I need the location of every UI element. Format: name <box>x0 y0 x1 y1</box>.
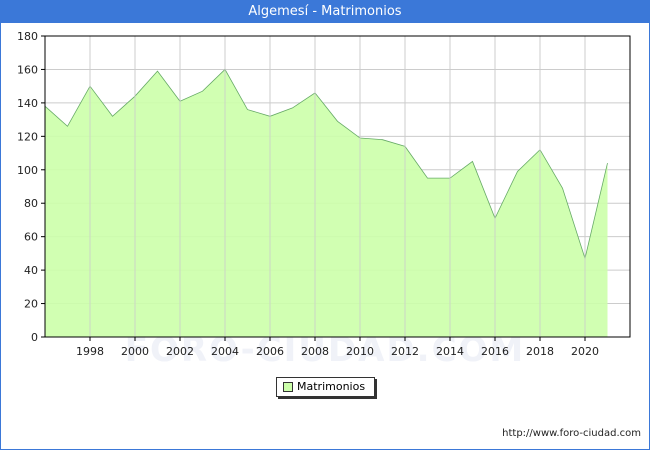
y-tick-labels: 0 20 40 60 80 100 120 140 160 180 <box>17 30 38 344</box>
y-tick-label: 100 <box>17 164 38 177</box>
x-tick-label: 2004 <box>211 345 239 358</box>
legend-label: Matrimonios <box>297 380 366 393</box>
series-line <box>44 68 608 260</box>
x-tick-label: 2002 <box>166 345 194 358</box>
source-link[interactable]: http://www.foro-ciudad.com <box>502 428 641 439</box>
y-tick-label: 0 <box>31 331 38 344</box>
x-tick-label: 2016 <box>481 345 509 358</box>
x-tick-label: 2014 <box>436 345 464 358</box>
axes <box>41 35 631 341</box>
y-tick-label: 80 <box>24 197 38 210</box>
x-tick-label: 2012 <box>391 345 419 358</box>
x-tick-label: 2008 <box>301 345 329 358</box>
y-tick-label: 180 <box>17 30 38 43</box>
x-tick-label: 2010 <box>346 345 374 358</box>
y-tick-label: 60 <box>24 231 38 244</box>
y-tick-label: 140 <box>17 97 38 110</box>
x-tick-label: 2018 <box>526 345 554 358</box>
legend-swatch <box>283 382 293 392</box>
y-tick-label: 20 <box>24 298 38 311</box>
x-tick-label: 2000 <box>121 345 149 358</box>
x-tick-labels: 1998 2000 2002 2004 2006 2008 2010 2012 2014 2016… <box>76 345 599 358</box>
x-tick-label: 1998 <box>76 345 104 358</box>
y-tick-label: 120 <box>17 130 38 143</box>
y-tick-label: 160 <box>17 63 38 76</box>
chart-title: Algemesí - Matrimonios <box>1 1 649 23</box>
x-tick-label: 2006 <box>256 345 284 358</box>
x-tick-label: 2020 <box>571 345 599 358</box>
plot-border <box>44 35 631 338</box>
series-area <box>44 36 608 337</box>
series-area-fill <box>45 69 608 337</box>
legend: Matrimonios <box>276 377 375 397</box>
y-tick-label: 40 <box>24 264 38 277</box>
